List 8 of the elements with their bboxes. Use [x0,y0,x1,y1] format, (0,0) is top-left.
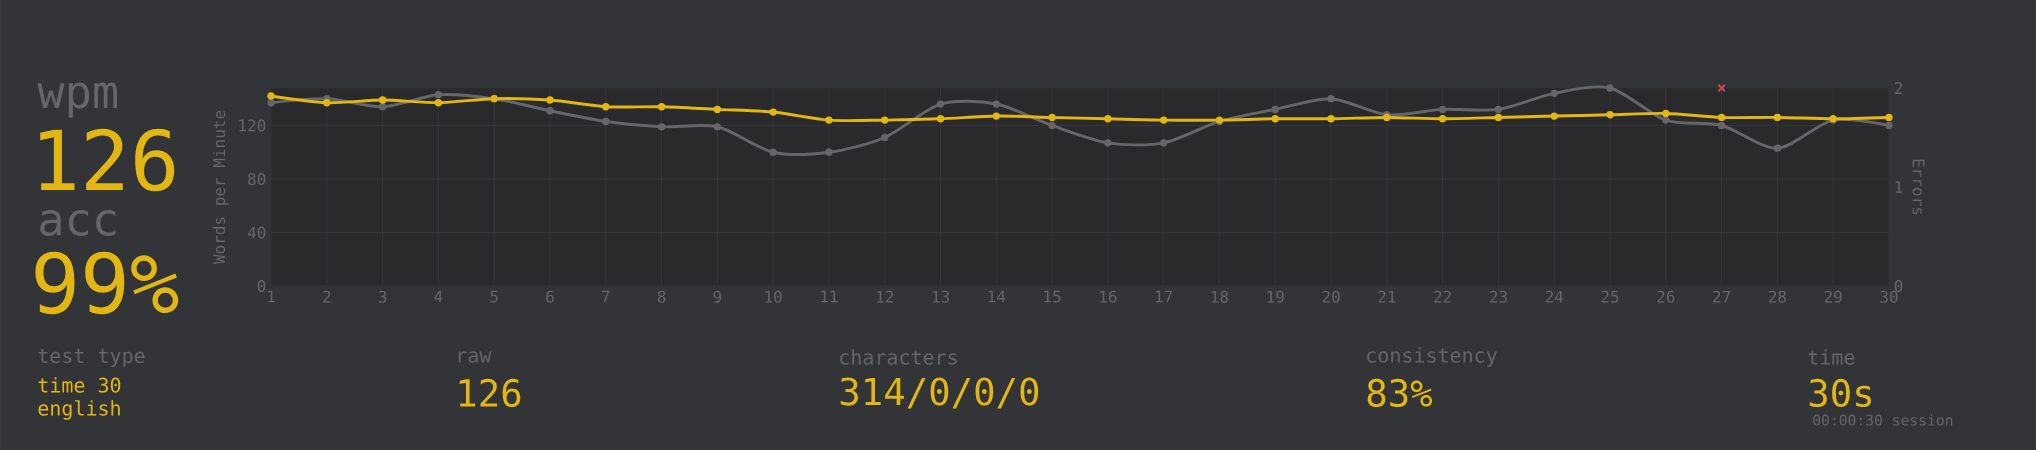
text: 30s [1809,378,1871,408]
text: 126 [40,128,175,192]
text: 314/0/0/0 [840,377,1039,409]
text: 83% [1367,378,1433,408]
text: english [38,400,120,420]
text: time 30 [38,377,121,393]
text: 99% [35,251,179,315]
text: 126 [459,378,521,408]
